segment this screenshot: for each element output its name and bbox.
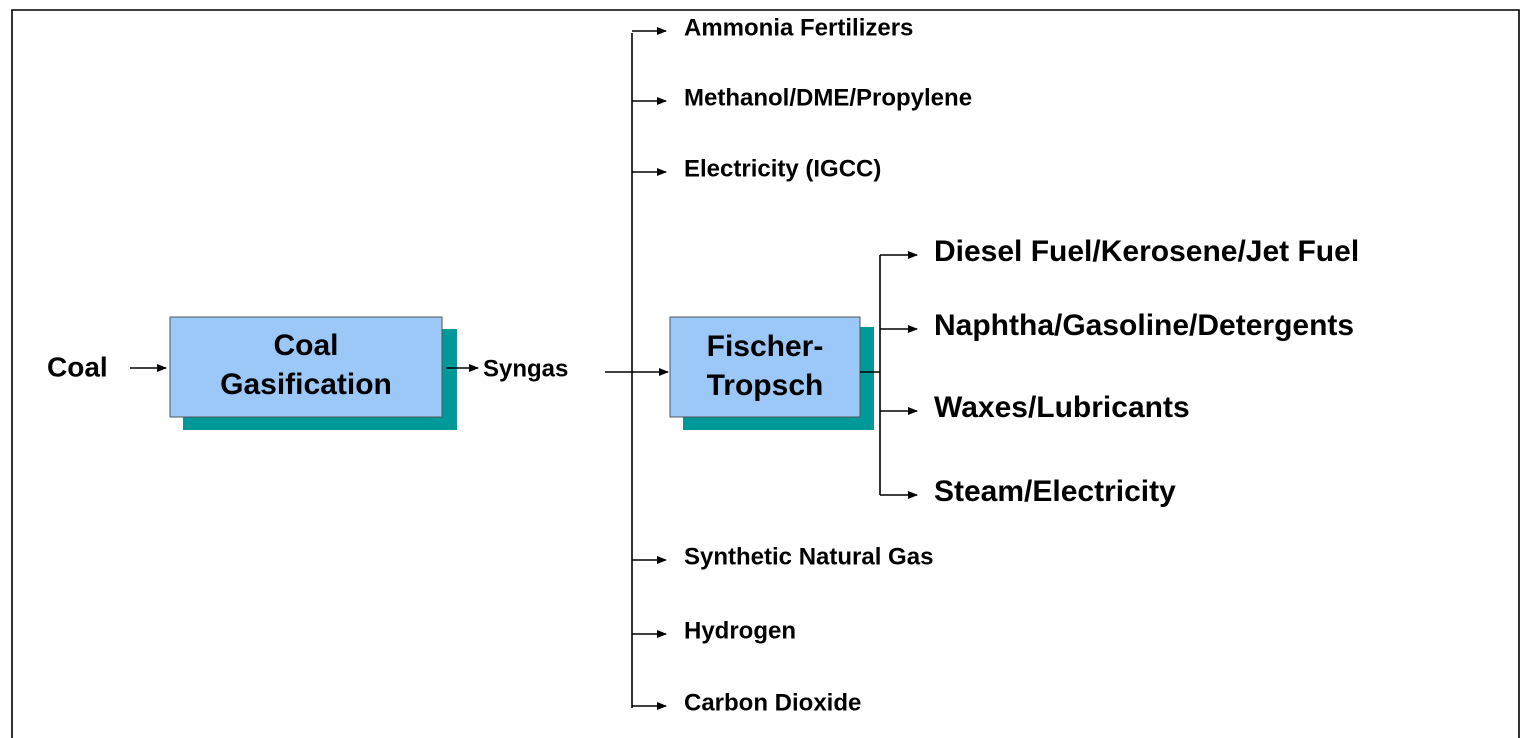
node-label: Tropsch <box>707 369 824 402</box>
intermediate-label: Syngas <box>483 355 568 382</box>
process-box <box>669 316 861 418</box>
product-label: Synthetic Natural Gas <box>684 543 933 570</box>
product-label: Ammonia Fertilizers <box>684 14 913 41</box>
input-label: Coal <box>47 351 108 382</box>
product-label: Electricity (IGCC) <box>684 155 881 182</box>
product-label: Hydrogen <box>684 617 796 644</box>
node-label: Fischer- <box>707 330 824 363</box>
product-label: Methanol/DME/Propylene <box>684 84 972 111</box>
node-label: Coal <box>273 329 338 362</box>
product-label: Diesel Fuel/Kerosene/Jet Fuel <box>934 235 1359 268</box>
product-label: Steam/Electricity <box>934 475 1176 508</box>
frame <box>11 9 1520 738</box>
product-label: Naphtha/Gasoline/Detergents <box>934 309 1354 342</box>
product-label: Waxes/Lubricants <box>934 391 1190 424</box>
node-label: Gasification <box>220 368 392 401</box>
process-box <box>169 316 443 418</box>
product-label: Carbon Dioxide <box>684 689 861 716</box>
